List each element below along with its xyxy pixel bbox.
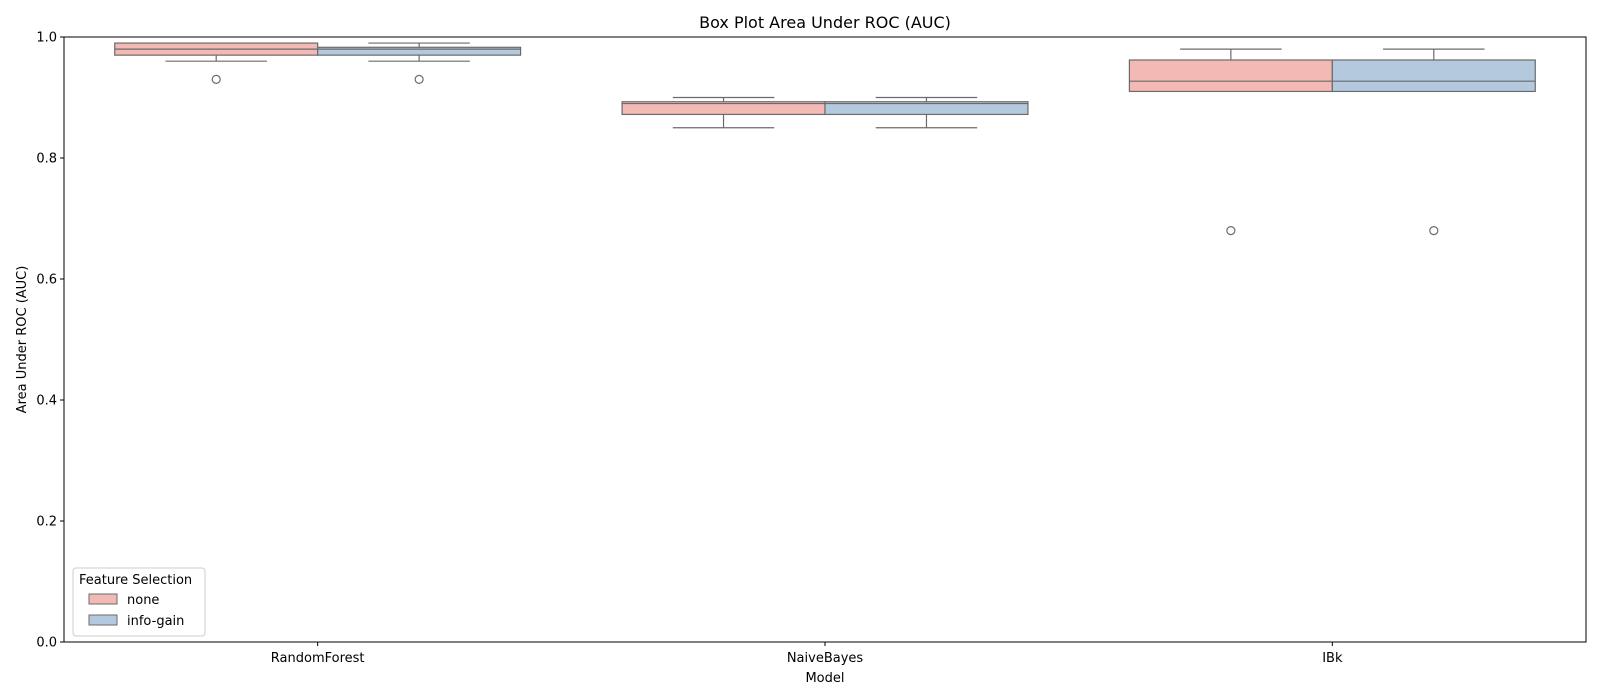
legend-title: Feature Selection [79, 573, 192, 588]
outlier-point [1429, 226, 1439, 236]
y-tick-label: 0.6 [36, 273, 57, 288]
chart-title: Box Plot Area Under ROC (AUC) [699, 13, 951, 32]
y-tick-label: 0.2 [36, 515, 57, 530]
y-tick-label: 0.8 [36, 152, 57, 167]
legend: Feature Selection none info-gain [72, 567, 206, 637]
legend-swatch-info-gain [88, 614, 118, 626]
plot-frame [63, 36, 1587, 643]
x-tick-label: IBk [1322, 651, 1343, 666]
box-body [317, 46, 522, 56]
y-axis-label: Area Under ROC (AUC) [15, 266, 30, 414]
outlier-point [414, 74, 424, 84]
box-body [1128, 59, 1333, 93]
box-info-gain-NaiveBayes [824, 96, 1029, 129]
x-tick-label: RandomForest [271, 651, 365, 666]
box-info-gain-IBk [1331, 48, 1536, 236]
legend-swatch-none [88, 593, 118, 605]
box-none-NaiveBayes [621, 96, 826, 129]
outlier-point [211, 74, 221, 84]
x-axis: RandomForest NaiveBayes IBk [271, 642, 1343, 666]
boxes-layer [114, 42, 1536, 236]
y-tick-label: 1.0 [36, 31, 57, 46]
box-body [1331, 59, 1536, 93]
legend-label-info-gain: info-gain [127, 614, 184, 629]
y-tick-label: 0.0 [36, 636, 57, 651]
legend-label-none: none [127, 593, 159, 608]
box-none-RandomForest [114, 42, 319, 84]
x-tick-label: NaiveBayes [787, 651, 864, 666]
outlier-point [1226, 226, 1236, 236]
box-body [824, 101, 1029, 116]
box-info-gain-RandomForest [317, 42, 522, 84]
y-tick-label: 0.4 [36, 394, 57, 409]
box-none-IBk [1128, 48, 1333, 236]
x-axis-label: Model [805, 671, 844, 686]
y-axis: 0.0 0.2 0.4 0.6 0.8 1.0 [36, 31, 64, 651]
